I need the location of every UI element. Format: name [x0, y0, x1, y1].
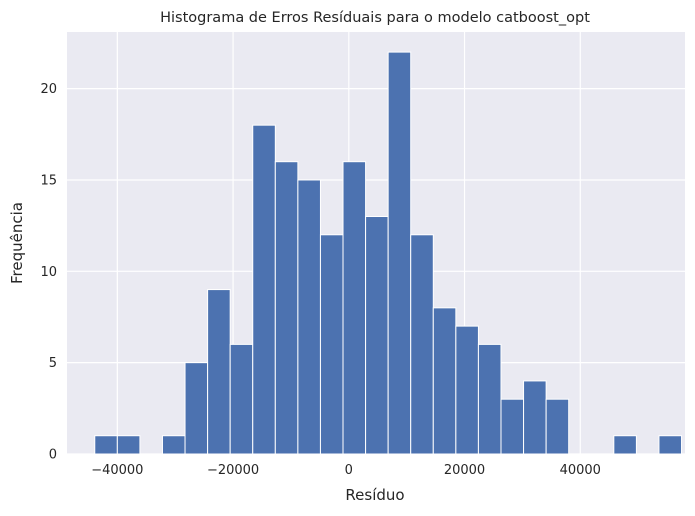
- histogram-bar: [613, 435, 637, 455]
- x-tick-label: 40000: [560, 463, 601, 478]
- y-tick-label: 20: [40, 82, 57, 97]
- histogram-bar: [545, 398, 570, 455]
- histogram-bar: [319, 234, 344, 455]
- histogram-bar: [455, 325, 479, 455]
- y-tick-label: 15: [40, 173, 57, 188]
- histogram-bar: [207, 289, 231, 455]
- histogram-bar: [477, 343, 502, 455]
- x-axis-label: Resíduo: [345, 486, 404, 504]
- histogram-bar: [116, 435, 141, 455]
- histogram-bar: [229, 343, 254, 455]
- histogram-bars: [94, 51, 683, 455]
- y-tick-label: 5: [49, 356, 57, 371]
- histogram-bar: [432, 307, 457, 455]
- y-tick-label: 0: [49, 448, 57, 463]
- histogram-bar: [658, 435, 683, 455]
- x-tick-label: 20000: [444, 463, 485, 478]
- chart-title: Histograma de Erros Resíduais para o mod…: [160, 10, 590, 26]
- x-tick-label: −40000: [91, 463, 143, 478]
- x-tick-label: 0: [345, 463, 353, 478]
- histogram-bar: [523, 380, 547, 455]
- x-tick-labels: −40000 −20000 0 20000 40000: [91, 463, 601, 478]
- histogram-bar: [365, 216, 389, 455]
- y-tick-label: 10: [40, 265, 57, 280]
- histogram-bar: [94, 435, 118, 455]
- histogram-bar: [342, 161, 367, 455]
- histogram-bar: [184, 362, 209, 455]
- histogram-bar: [500, 398, 525, 455]
- histogram-bar: [387, 51, 412, 455]
- histogram-bar: [410, 234, 434, 455]
- x-tick-label: −20000: [207, 463, 259, 478]
- y-tick-labels: 0 5 10 15 20: [40, 82, 57, 462]
- histogram-bar: [297, 179, 321, 455]
- y-axis-label: Frequência: [8, 202, 26, 284]
- histogram-bar: [161, 435, 186, 455]
- histogram-bar: [252, 124, 276, 455]
- histogram-bar: [274, 161, 299, 455]
